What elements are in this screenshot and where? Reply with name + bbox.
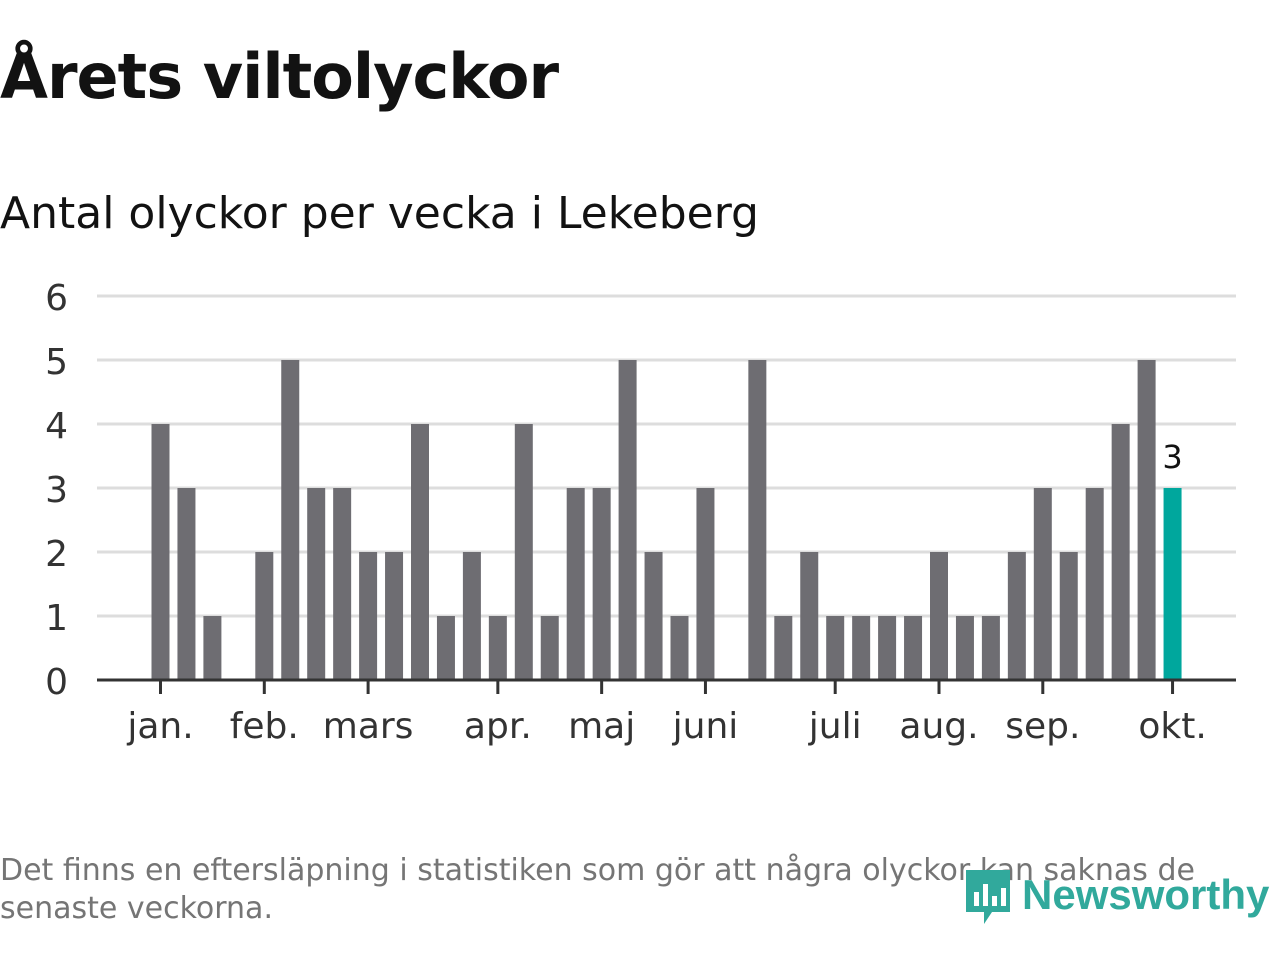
chart-subtitle: Antal olyckor per vecka i Lekeberg	[0, 188, 759, 239]
bar	[852, 616, 871, 680]
bar	[1033, 488, 1052, 680]
bar	[540, 616, 559, 680]
bar	[878, 616, 897, 680]
y-tick-label: 4	[45, 406, 68, 447]
bar	[1163, 488, 1182, 680]
x-tick-label: mars	[323, 706, 414, 747]
bar	[436, 616, 455, 680]
bar	[411, 424, 429, 680]
bar	[592, 488, 611, 680]
x-tick-label: juni	[672, 706, 739, 747]
bar	[774, 616, 793, 680]
bar	[826, 616, 845, 680]
bar	[333, 488, 352, 680]
x-axis: jan. feb. mars apr. maj juni juli aug. sep. okt.	[97, 678, 1236, 747]
bar	[1007, 552, 1026, 680]
y-axis-ticks: 0 1 2 3 4 5 6	[45, 278, 68, 703]
x-tick-label: sep.	[1005, 706, 1080, 747]
bar	[255, 552, 274, 680]
x-tick-label: apr.	[464, 706, 532, 747]
bar	[566, 488, 585, 680]
bar	[670, 616, 689, 680]
y-tick-label: 6	[45, 278, 68, 319]
bar	[1111, 424, 1130, 680]
x-tick-label: maj	[568, 706, 635, 747]
highlight-value-label: 3	[1162, 438, 1182, 476]
bar	[151, 424, 170, 680]
bar	[488, 616, 507, 680]
bar	[930, 552, 948, 680]
bar	[981, 616, 1000, 680]
logo-text: Newsworthy	[1022, 871, 1270, 918]
bar	[1085, 488, 1104, 680]
bar	[955, 616, 974, 680]
x-tick-label: jan.	[126, 706, 193, 747]
bar	[177, 488, 196, 680]
y-tick-label: 2	[45, 534, 68, 575]
bar	[644, 552, 663, 680]
chart-title: Årets viltolyckor	[0, 40, 559, 113]
bar-chart: 0 1 2 3 4 5 6 jan. feb. mars apr. maj juni juli aug. s…	[45, 278, 1236, 747]
bar	[281, 360, 300, 680]
x-tick-label: juli	[808, 706, 862, 747]
newsworthy-logo-icon	[966, 870, 1010, 924]
bar	[1137, 360, 1156, 680]
bar	[203, 616, 222, 680]
x-tick-label: okt.	[1138, 706, 1206, 747]
bar	[748, 360, 767, 680]
y-tick-label: 1	[45, 598, 68, 639]
bar	[307, 488, 326, 680]
bar	[514, 424, 533, 680]
bar	[696, 488, 715, 680]
y-tick-label: 5	[45, 342, 68, 383]
bar	[800, 552, 819, 680]
y-tick-label: 0	[45, 662, 68, 703]
newsworthy-logo: Newsworthy	[962, 860, 1269, 930]
bar	[904, 616, 923, 680]
bar	[618, 360, 637, 680]
bar	[359, 552, 378, 680]
bar	[462, 552, 481, 680]
y-tick-label: 3	[45, 470, 68, 511]
data-labels: 3	[1162, 438, 1182, 476]
x-tick-label: aug.	[899, 706, 978, 747]
bar	[385, 552, 404, 680]
bars	[151, 360, 1182, 680]
x-tick-label: feb.	[230, 706, 299, 747]
bar	[1059, 552, 1078, 680]
